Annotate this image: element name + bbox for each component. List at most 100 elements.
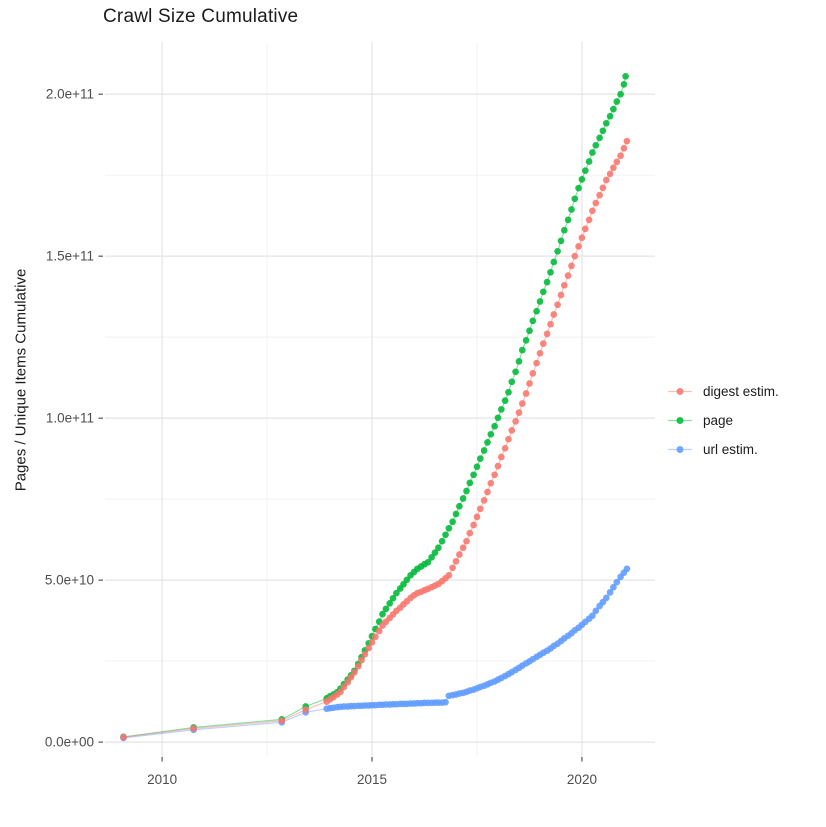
data-point xyxy=(375,627,383,635)
data-point xyxy=(536,298,544,305)
data-point xyxy=(522,337,530,344)
data-point xyxy=(589,149,596,156)
data-point xyxy=(452,557,460,565)
data-point xyxy=(463,537,470,545)
data-point xyxy=(445,571,453,579)
data-point xyxy=(473,513,481,521)
data-point xyxy=(512,418,519,425)
data-point xyxy=(536,349,544,357)
data-point xyxy=(120,733,127,741)
data-point xyxy=(358,656,365,664)
data-point xyxy=(606,589,614,596)
data-point xyxy=(393,589,400,597)
data-point xyxy=(438,537,446,545)
data-point xyxy=(617,152,624,160)
data-point xyxy=(442,531,449,539)
data-point xyxy=(491,471,498,479)
data-point xyxy=(340,683,348,691)
y-tick-label: 2.0e+11 xyxy=(46,87,94,102)
data-point xyxy=(557,237,565,245)
data-point xyxy=(539,288,547,296)
series-points-digest-estim- xyxy=(120,137,631,741)
data-point xyxy=(543,278,551,286)
data-point xyxy=(463,487,470,495)
legend-key-dot xyxy=(676,417,684,424)
data-point xyxy=(365,644,373,652)
plot-panel: 2010 2015 2020 0.0e+00 5.0e+10 1.0e+11 1.5e+11… xyxy=(45,42,655,787)
y-tick-label: 1.0e+11 xyxy=(46,411,94,426)
data-point xyxy=(585,158,593,165)
legend-label: url estim. xyxy=(703,442,758,457)
data-point xyxy=(606,170,614,178)
data-point xyxy=(456,502,463,510)
data-point xyxy=(564,216,572,224)
data-point xyxy=(491,422,498,430)
data-point xyxy=(452,510,460,518)
data-point xyxy=(550,311,558,318)
data-point xyxy=(602,176,610,184)
data-point xyxy=(344,678,352,686)
data-point xyxy=(526,380,533,387)
data-point xyxy=(602,119,610,127)
data-point xyxy=(515,409,523,416)
legend: digest estim. page url estim. xyxy=(667,377,779,464)
data-point xyxy=(403,576,411,584)
data-point xyxy=(302,706,310,714)
legend-key-icon xyxy=(668,446,692,453)
gridlines-major xyxy=(105,42,655,757)
data-point xyxy=(497,406,505,413)
legend-key-icon xyxy=(668,417,692,424)
data-point xyxy=(622,72,629,80)
data-point xyxy=(459,495,467,502)
data-point xyxy=(456,551,463,558)
data-point xyxy=(494,414,502,422)
data-point xyxy=(592,141,600,149)
data-point xyxy=(575,184,582,192)
data-point xyxy=(613,578,621,586)
x-tick-label: 2015 xyxy=(357,772,387,787)
data-point xyxy=(449,564,456,572)
data-point xyxy=(368,638,376,646)
y-tick-label: 1.5e+11 xyxy=(46,249,94,264)
data-point xyxy=(505,388,512,396)
data-point xyxy=(568,206,575,213)
series-points-url-estim- xyxy=(120,565,631,742)
data-point xyxy=(550,258,558,266)
data-point xyxy=(278,717,286,725)
data-point xyxy=(480,447,488,454)
data-point xyxy=(592,199,600,207)
data-point xyxy=(529,370,537,377)
data-point xyxy=(190,725,197,732)
data-point xyxy=(610,583,617,591)
data-point xyxy=(606,112,614,120)
data-point xyxy=(372,633,379,641)
chart-title: Crawl Size Cumulative xyxy=(103,6,299,27)
data-point xyxy=(428,554,435,561)
data-point xyxy=(589,207,596,215)
data-point xyxy=(487,430,495,438)
data-point xyxy=(484,488,491,496)
data-point xyxy=(505,435,512,443)
data-point xyxy=(620,144,628,152)
data-point xyxy=(623,565,631,573)
data-point xyxy=(508,427,516,434)
data-point xyxy=(599,184,607,192)
data-point xyxy=(466,479,474,487)
data-point xyxy=(620,81,628,88)
legend-item-digest-estim-: digest estim. xyxy=(667,377,779,406)
data-point xyxy=(476,455,484,462)
data-point xyxy=(560,226,568,234)
data-point xyxy=(564,272,572,279)
data-point xyxy=(512,368,519,376)
x-tick-label: 2020 xyxy=(567,772,597,787)
data-point xyxy=(518,400,526,407)
data-point xyxy=(610,105,617,113)
data-point xyxy=(547,268,554,276)
axis-ticks: 2010 2015 2020 0.0e+00 5.0e+10 1.0e+11 1.5e+11… xyxy=(45,87,597,787)
data-point xyxy=(581,167,589,174)
legend-item-url-estim-: url estim. xyxy=(667,435,779,464)
data-point xyxy=(389,594,397,602)
data-point xyxy=(382,605,390,613)
data-point xyxy=(480,497,488,504)
data-point xyxy=(533,359,540,367)
